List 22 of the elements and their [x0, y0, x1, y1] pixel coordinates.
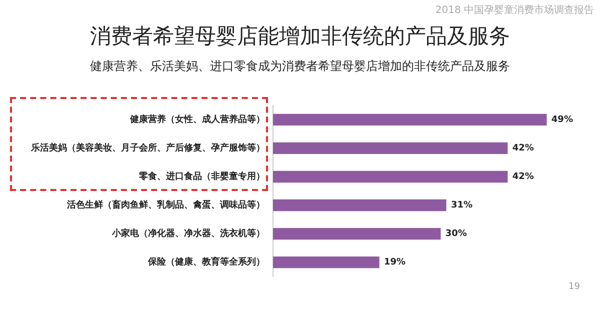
y-tick-label: 乐活美妈（美容美妆、月子会所、产后修复、孕产服饰等） — [30, 142, 265, 154]
data-label: 30% — [445, 229, 467, 240]
chart-subtitle: 健康营养、乐活美妈、进口零食成为消费者希望母婴店增加的非传统产品及服务 — [89, 58, 511, 75]
data-label: 31% — [450, 200, 473, 211]
bar — [273, 256, 380, 268]
bar — [273, 114, 547, 126]
chart-title: 消费者希望母婴店能增加非传统的产品及服务 — [89, 23, 511, 50]
data-label: 42% — [512, 172, 534, 182]
bar — [273, 228, 441, 240]
y-tick-label: 保险（健康、教育等全系列） — [147, 256, 265, 268]
y-tick-label: 零食、进口食品（非婴童专用） — [138, 171, 265, 182]
y-tick-label: 小家电（净化器、净水器、洗衣机等） — [111, 228, 265, 240]
bar — [273, 199, 446, 212]
text: 19 — [568, 282, 580, 292]
data-label: 19% — [384, 258, 406, 268]
text: 2018 中国孕婴童消费市场调查报告 — [435, 4, 594, 17]
data-label: 49% — [551, 115, 573, 126]
y-tick-label: 活色生鲜（畜肉鱼鲜、乳制品、禽蛋、调味品等） — [66, 200, 265, 211]
y-tick-label: 健康营养（女性、成人营养品等） — [129, 114, 265, 126]
data-label: 42% — [512, 144, 534, 154]
bar — [273, 142, 508, 154]
bar — [273, 170, 508, 183]
